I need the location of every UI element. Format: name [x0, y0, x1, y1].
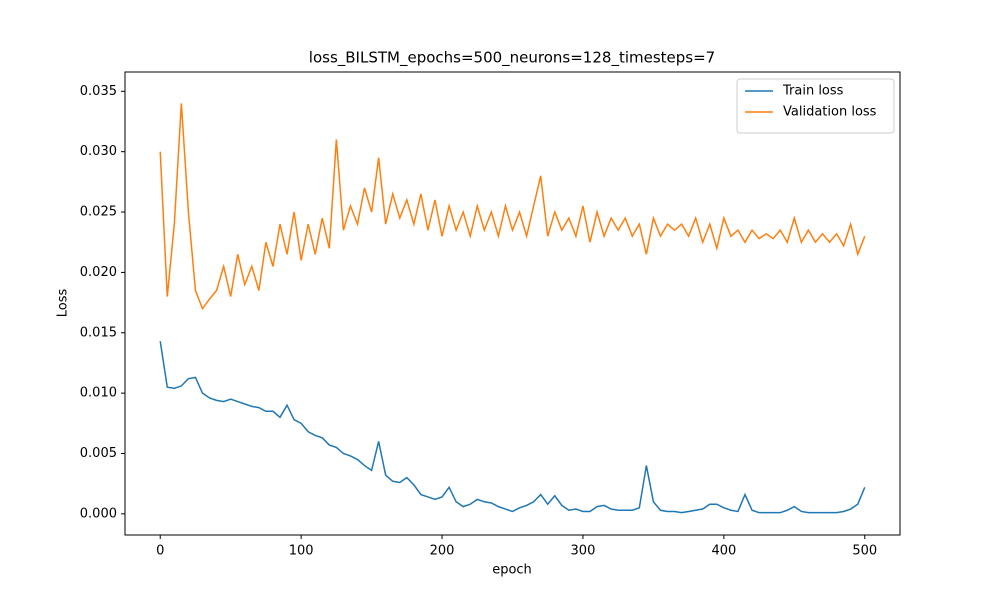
x-tick-label: 100	[289, 544, 314, 559]
line-series	[159, 341, 866, 514]
y-tick-label: 0.000	[80, 506, 117, 521]
y-tick-label: 0.035	[80, 84, 117, 99]
x-tick-label: 400	[711, 544, 736, 559]
x-axis-label: epoch	[492, 563, 532, 578]
chart-title: loss_BILSTM_epochs=500_neurons=128_times…	[309, 49, 715, 68]
x-tick-label: 0	[156, 544, 164, 559]
y-tick-label: 0.025	[80, 205, 117, 220]
x-tick-label: 200	[430, 544, 455, 559]
y-tick-label: 0.020	[80, 265, 117, 280]
line-series	[159, 103, 866, 311]
y-axis-label: Loss	[56, 289, 71, 318]
legend-label: Train loss	[782, 84, 844, 99]
y-tick-label: 0.030	[80, 144, 117, 159]
y-tick-label: 0.005	[80, 446, 117, 461]
legend-label: Validation loss	[783, 105, 877, 120]
y-tick-label: 0.010	[80, 386, 117, 401]
y-tick-label: 0.015	[80, 325, 117, 340]
legend-box	[736, 78, 895, 134]
plot-frame	[124, 71, 901, 536]
x-tick-label: 500	[852, 544, 877, 559]
x-tick-label: 300	[571, 544, 596, 559]
